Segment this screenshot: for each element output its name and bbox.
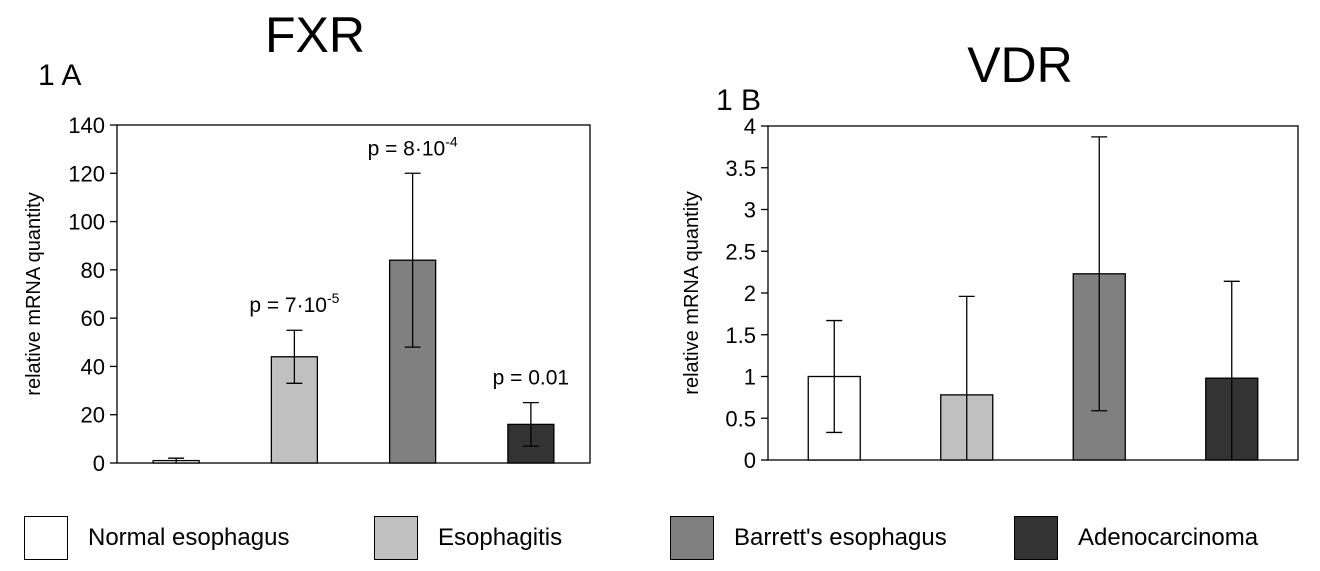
y-axis-label: relative mRNA quantity xyxy=(681,191,703,394)
chart-title: FXR xyxy=(265,7,365,63)
y-tick-label: 4 xyxy=(744,114,756,139)
y-tick-label: 60 xyxy=(81,306,105,331)
y-tick-label: 0.5 xyxy=(725,406,756,431)
y-tick-label: 120 xyxy=(68,161,105,186)
y-tick-label: 3 xyxy=(744,198,756,223)
chart-title: VDR xyxy=(967,37,1073,93)
legend-label-normal: Normal esophagus xyxy=(88,524,290,551)
y-tick-label: 80 xyxy=(81,258,105,283)
y-tick-label: 20 xyxy=(81,403,105,428)
y-tick-label: 1 xyxy=(744,365,756,390)
panel-label: 1 A xyxy=(38,59,81,92)
y-tick-label: 100 xyxy=(68,210,105,235)
y-tick-label: 140 xyxy=(68,113,105,138)
y-axis-label: relative mRNA quantity xyxy=(23,192,45,395)
legend-item-adeno: Adenocarcinoma xyxy=(1014,508,1258,568)
legend-swatch-normal xyxy=(24,516,68,560)
p-value-annotation: p = 0.01 xyxy=(493,367,569,390)
p-value-annotation: p = 8·10-4 xyxy=(368,133,458,160)
y-tick-label: 0 xyxy=(93,451,105,476)
legend-label-barretts: Barrett's esophagus xyxy=(734,524,947,551)
p-value-annotation: p = 7·10-5 xyxy=(249,290,339,317)
legend-swatch-adeno xyxy=(1014,516,1058,560)
chart-panel-vdr: VDR 1 B relative mRNA quantity 0 0.5 1 1.5 2 2.5… xyxy=(681,37,1299,473)
legend: Normal esophagus Esophagitis Barrett's e… xyxy=(0,508,1320,568)
legend-swatch-barretts xyxy=(670,516,714,560)
legend-item-barretts: Barrett's esophagus xyxy=(670,508,947,568)
legend-label-adeno: Adenocarcinoma xyxy=(1078,524,1259,551)
plot-frame xyxy=(116,124,591,464)
y-tick-label: 3.5 xyxy=(725,156,756,181)
legend-swatch-esophagitis xyxy=(374,516,418,560)
y-tick-label: 2.5 xyxy=(725,239,756,264)
y-tick-label: 0 xyxy=(744,448,756,473)
y-tick-label: 2 xyxy=(744,281,756,306)
legend-item-esophagitis: Esophagitis xyxy=(374,508,562,568)
y-tick-label: 1.5 xyxy=(725,323,756,348)
chart-panel-fxr: FXR 1 A relative mRNA quantity 0 20 40 60 80 100… xyxy=(23,7,591,476)
panel-label: 1 B xyxy=(716,84,761,117)
legend-item-normal: Normal esophagus xyxy=(24,508,289,568)
y-tick-label: 40 xyxy=(81,354,105,379)
legend-label-esophagitis: Esophagitis xyxy=(438,524,563,551)
